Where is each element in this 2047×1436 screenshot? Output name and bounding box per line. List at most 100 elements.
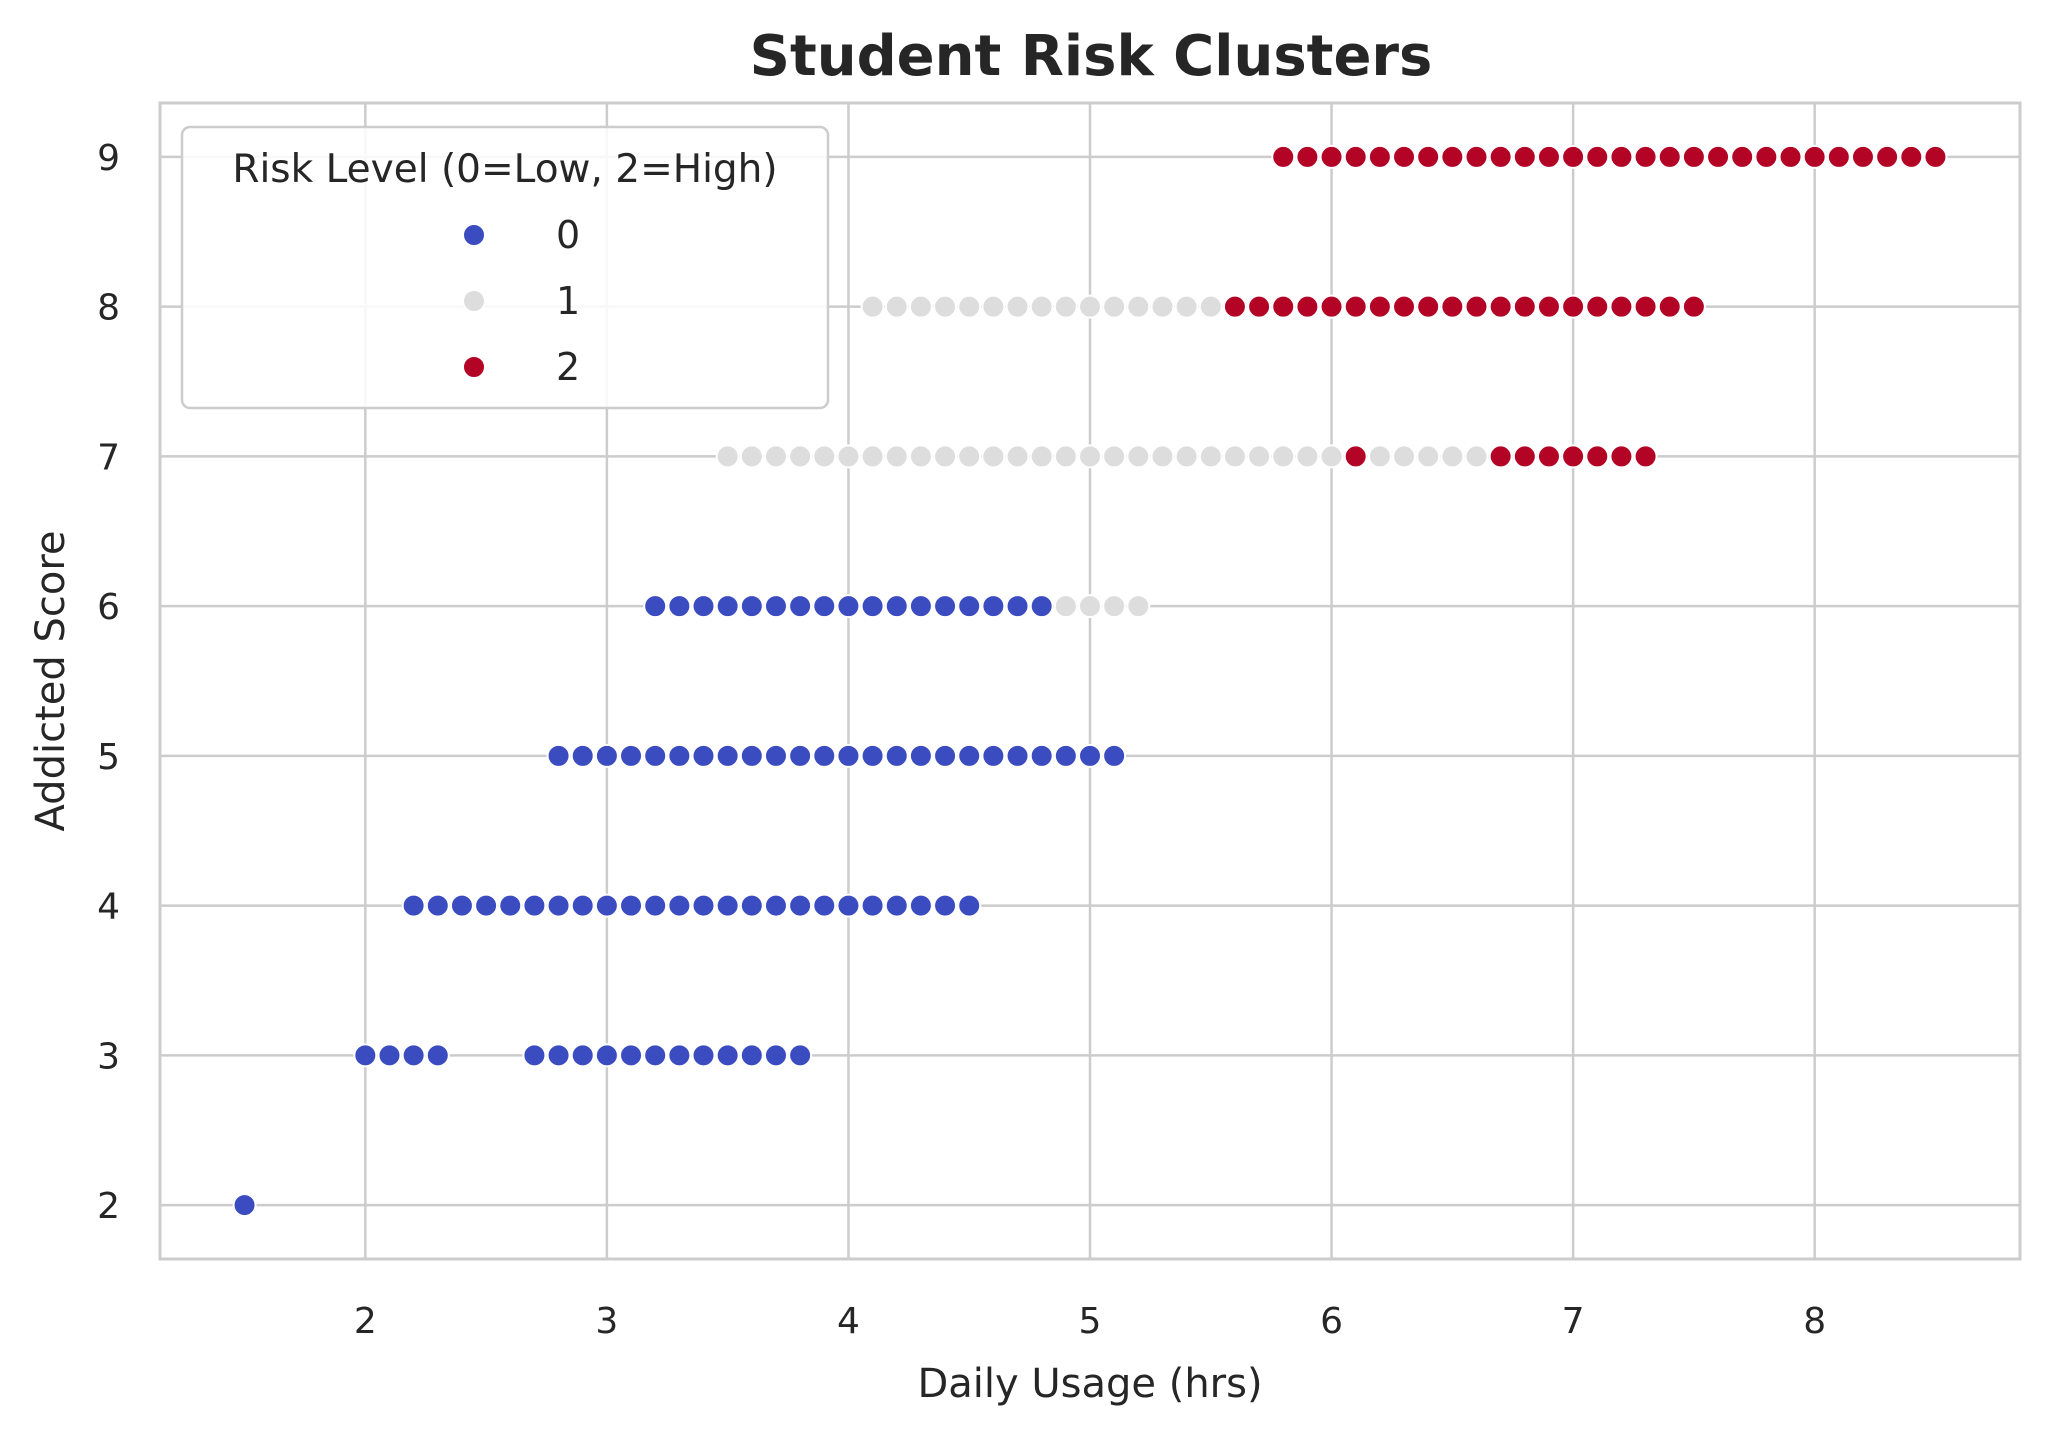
data-point-risk-2 — [1367, 294, 1392, 319]
data-point-risk-1 — [981, 444, 1006, 469]
data-point-risk-1 — [908, 294, 933, 319]
data-point-risk-0 — [691, 893, 716, 918]
data-point-risk-1 — [1102, 294, 1127, 319]
x-tick-label: 3 — [595, 1301, 618, 1342]
legend-label: 2 — [556, 345, 580, 389]
data-point-risk-2 — [1609, 294, 1634, 319]
data-point-risk-0 — [836, 594, 861, 619]
data-point-risk-2 — [1392, 144, 1417, 169]
data-point-risk-0 — [836, 743, 861, 768]
data-point-risk-2 — [1343, 294, 1368, 319]
data-point-risk-2 — [1343, 144, 1368, 169]
data-point-risk-0 — [715, 893, 740, 918]
data-point-risk-1 — [1005, 444, 1030, 469]
data-point-risk-2 — [1536, 144, 1561, 169]
data-point-risk-2 — [1416, 294, 1441, 319]
data-point-risk-0 — [546, 1043, 571, 1068]
data-point-risk-0 — [1005, 594, 1030, 619]
data-point-risk-2 — [1875, 144, 1900, 169]
data-point-risk-0 — [715, 1043, 740, 1068]
y-axis-ticks: 2 3 4 5 6 7 8 9 — [97, 138, 120, 1227]
data-point-risk-0 — [788, 743, 813, 768]
data-point-risk-2 — [1488, 444, 1513, 469]
data-point-risk-0 — [546, 893, 571, 918]
data-point-risk-1 — [1174, 444, 1199, 469]
data-point-risk-2 — [1319, 144, 1344, 169]
data-point-risk-0 — [667, 1043, 692, 1068]
data-point-risk-0 — [957, 743, 982, 768]
data-point-risk-0 — [957, 893, 982, 918]
data-point-risk-0 — [643, 594, 668, 619]
data-point-risk-0 — [739, 743, 764, 768]
data-point-risk-0 — [667, 594, 692, 619]
data-point-risk-2 — [1536, 444, 1561, 469]
data-point-risk-0 — [763, 594, 788, 619]
data-point-risk-2 — [1392, 294, 1417, 319]
data-point-risk-0 — [401, 893, 426, 918]
legend-title: Risk Level (0=Low, 2=High) — [232, 147, 777, 192]
legend-box — [180, 125, 830, 410]
data-point-risk-2 — [1536, 294, 1561, 319]
data-point-risk-0 — [474, 893, 499, 918]
data-point-risk-1 — [1053, 444, 1078, 469]
data-point-risk-0 — [546, 743, 571, 768]
data-point-risk-2 — [1681, 294, 1706, 319]
data-point-risk-0 — [498, 893, 523, 918]
data-point-risk-0 — [570, 893, 595, 918]
data-point-risk-1 — [1198, 294, 1223, 319]
y-tick-label: 9 — [97, 138, 120, 179]
data-point-risk-2 — [1222, 294, 1247, 319]
data-point-risk-0 — [715, 594, 740, 619]
data-point-risk-0 — [908, 594, 933, 619]
data-point-risk-0 — [522, 1043, 547, 1068]
y-tick-label: 6 — [97, 587, 120, 628]
data-point-risk-2 — [1826, 144, 1851, 169]
data-point-risk-0 — [788, 1043, 813, 1068]
x-tick-label: 6 — [1320, 1301, 1343, 1342]
plot-frame — [158, 101, 2022, 1261]
data-point-risk-0 — [739, 893, 764, 918]
data-point-risk-1 — [788, 444, 813, 469]
data-point-risk-1 — [1029, 294, 1054, 319]
data-point-risk-2 — [1561, 294, 1586, 319]
data-point-risk-0 — [232, 1193, 257, 1218]
data-point-risk-2 — [1850, 144, 1875, 169]
data-point-risk-0 — [570, 743, 595, 768]
data-point-risk-0 — [377, 1043, 402, 1068]
data-point-risk-1 — [884, 444, 909, 469]
y-tick-label: 3 — [97, 1036, 120, 1077]
data-point-risk-2 — [1657, 294, 1682, 319]
data-point-risk-2 — [1512, 444, 1537, 469]
data-point-risk-2 — [1488, 294, 1513, 319]
data-point-risk-1 — [1126, 444, 1151, 469]
data-point-risk-2 — [1343, 444, 1368, 469]
y-tick-label: 4 — [97, 887, 120, 928]
data-point-risk-1 — [1126, 294, 1151, 319]
data-point-risk-2 — [1802, 144, 1827, 169]
data-point-risk-1 — [1222, 444, 1247, 469]
data-point-risk-2 — [1440, 144, 1465, 169]
data-point-risk-0 — [449, 893, 474, 918]
data-point-risk-2 — [1440, 294, 1465, 319]
data-point-risk-2 — [1561, 444, 1586, 469]
data-point-risk-1 — [1416, 444, 1441, 469]
data-point-risk-2 — [1585, 144, 1610, 169]
data-point-risk-0 — [933, 893, 958, 918]
data-point-risk-0 — [667, 743, 692, 768]
data-point-risk-0 — [739, 1043, 764, 1068]
data-point-risk-0 — [643, 1043, 668, 1068]
x-tick-label: 7 — [1562, 1301, 1585, 1342]
data-point-risk-0 — [739, 594, 764, 619]
data-point-risk-0 — [812, 893, 837, 918]
data-point-risk-1 — [957, 444, 982, 469]
data-point-risk-0 — [884, 893, 909, 918]
data-point-risk-0 — [353, 1043, 378, 1068]
data-point-risk-1 — [860, 444, 885, 469]
data-point-risk-1 — [1271, 444, 1296, 469]
data-point-risk-2 — [1778, 144, 1803, 169]
data-point-risk-0 — [643, 743, 668, 768]
data-point-risk-2 — [1633, 144, 1658, 169]
data-point-risk-0 — [643, 893, 668, 918]
